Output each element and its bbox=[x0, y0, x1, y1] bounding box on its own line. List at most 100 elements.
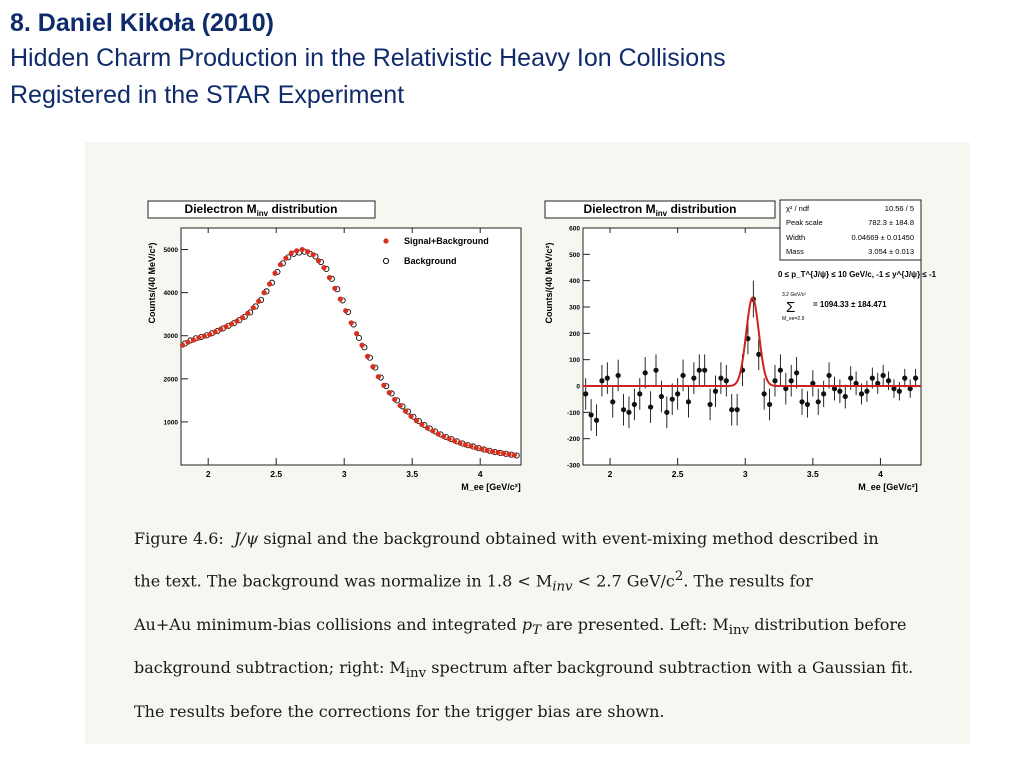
signal-background-point bbox=[457, 440, 463, 446]
data-point bbox=[637, 391, 643, 397]
right-y-tick-label: 500 bbox=[569, 252, 580, 259]
fit-stats-box: χ² / ndf 10.56 / 5 Peak scale 782.3 ± 18… bbox=[779, 199, 922, 261]
data-point bbox=[804, 401, 811, 408]
jpsi-symbol: J/ψ bbox=[233, 529, 259, 548]
data-point bbox=[848, 375, 854, 381]
gaussian-fit-curve bbox=[583, 296, 921, 387]
signal-background-point bbox=[223, 324, 229, 330]
data-point bbox=[842, 393, 848, 400]
data-point bbox=[648, 404, 654, 410]
left-x-tick-label: 3 bbox=[342, 469, 347, 479]
signal-background-point bbox=[294, 248, 300, 254]
data-point bbox=[810, 380, 816, 386]
data-point bbox=[869, 375, 875, 381]
signal-background-point bbox=[185, 339, 191, 345]
signal-background-point bbox=[245, 310, 251, 316]
right-plot-frame bbox=[582, 227, 922, 466]
left-title-box bbox=[147, 200, 376, 219]
signal-background-point bbox=[413, 418, 420, 424]
data-point bbox=[756, 351, 762, 357]
data-point bbox=[826, 372, 832, 379]
data-point bbox=[642, 370, 648, 376]
left-chart-title: Dielectron Minv distribution bbox=[185, 202, 338, 218]
right-x-tick-label: 3 bbox=[743, 469, 748, 479]
signal-background-point bbox=[283, 255, 289, 261]
data-point bbox=[734, 407, 740, 413]
signal-background-point bbox=[196, 335, 202, 341]
left-y-tick-label: 1000 bbox=[164, 419, 179, 426]
signal-background-point bbox=[201, 333, 207, 339]
signal-background-point bbox=[386, 390, 392, 396]
right-y-tick-label: 0 bbox=[576, 384, 580, 391]
signal-background-point bbox=[495, 449, 501, 456]
data-point bbox=[907, 386, 913, 392]
sum-lower-limit: M_ee=2.9 bbox=[782, 316, 805, 322]
right-y-tick-label: -200 bbox=[567, 436, 580, 443]
data-point bbox=[702, 367, 708, 373]
data-point bbox=[604, 375, 610, 381]
sum-result: = 1094.33 ± 184.471 bbox=[813, 300, 887, 309]
signal-background-point bbox=[218, 326, 224, 332]
legend-label-signal: Signal+Background bbox=[404, 236, 489, 246]
signal-background-point bbox=[402, 408, 409, 414]
sum-symbol: Σ bbox=[786, 299, 795, 316]
cuts-annotation: 0 ≤ p_T^{J/ψ} ≤ 10 GeV/c, -1 ≤ y^{J/ψ} ≤… bbox=[778, 270, 937, 279]
caption-line-1: Figure 4.6: J/ψ signal and the backgroun… bbox=[134, 529, 879, 548]
signal-background-point bbox=[272, 270, 278, 276]
slide-title: 8. Daniel Kikoła (2010) Hidden Charm Pro… bbox=[10, 6, 1010, 114]
data-point bbox=[658, 393, 665, 400]
data-point bbox=[599, 378, 605, 384]
data-point bbox=[675, 391, 681, 397]
left-legend: Signal+Background Background bbox=[382, 236, 489, 266]
right-x-axis-label: M_ee [GeV/c²] bbox=[858, 482, 918, 492]
right-x-tick-label: 4 bbox=[878, 469, 883, 479]
data-point bbox=[718, 375, 724, 381]
signal-background-point bbox=[490, 449, 496, 455]
left-y-axis-label: Counts/(40 MeV/c²) bbox=[147, 242, 157, 323]
signal-background-point bbox=[435, 431, 441, 437]
right-y-tick-label: 200 bbox=[569, 331, 580, 338]
signal-background-point bbox=[473, 445, 479, 451]
signal-background-point bbox=[288, 250, 294, 256]
signal-background-point bbox=[256, 298, 262, 304]
slide-subtitle-line2: Registered in the STAR Experiment bbox=[10, 81, 405, 109]
signal-background-point bbox=[392, 396, 398, 403]
slide-heading: 8. Daniel Kikoła (2010) bbox=[10, 9, 275, 37]
signal-background-point bbox=[441, 433, 447, 440]
figure-label: Figure 4.6: bbox=[134, 529, 224, 548]
right-y-tick-label: -300 bbox=[567, 463, 580, 470]
signal-background-point bbox=[310, 252, 316, 258]
signal-background-point bbox=[239, 315, 245, 321]
signal-background-point bbox=[359, 342, 365, 348]
signal-background-point bbox=[381, 382, 387, 388]
data-point bbox=[707, 401, 713, 408]
data-point bbox=[794, 370, 800, 376]
signal-background-point bbox=[261, 290, 267, 296]
signal-background-point bbox=[266, 281, 273, 287]
fit-stat-label-chi2: χ² / ndf bbox=[786, 204, 810, 213]
signal-background-point bbox=[468, 443, 474, 449]
signal-background-point bbox=[370, 364, 376, 370]
data-point bbox=[593, 417, 600, 423]
signal-background-point bbox=[305, 249, 311, 255]
right-y-tick-label: 600 bbox=[569, 226, 580, 233]
signal-background-point bbox=[430, 428, 436, 434]
data-point bbox=[858, 391, 865, 397]
data-point bbox=[777, 367, 783, 373]
right-x-tick-label: 2.5 bbox=[672, 469, 684, 479]
signal-background-point bbox=[250, 305, 256, 311]
sum-upper-limit: 3.2 GeV/c² bbox=[782, 292, 806, 298]
signal-background-point bbox=[326, 274, 332, 281]
right-y-axis-label: Counts/(40 MeV/c²) bbox=[544, 242, 554, 323]
data-point bbox=[615, 372, 621, 379]
data-point bbox=[664, 409, 670, 415]
signal-background-point bbox=[277, 262, 284, 268]
left-chart: Dielectron Minv distribution Counts/(40 … bbox=[147, 200, 522, 492]
left-x-tick-label: 2 bbox=[206, 469, 211, 479]
data-point bbox=[772, 378, 778, 384]
signal-background-point bbox=[332, 285, 338, 291]
data-point bbox=[766, 401, 773, 408]
data-point bbox=[653, 367, 659, 373]
data-point bbox=[831, 386, 838, 392]
